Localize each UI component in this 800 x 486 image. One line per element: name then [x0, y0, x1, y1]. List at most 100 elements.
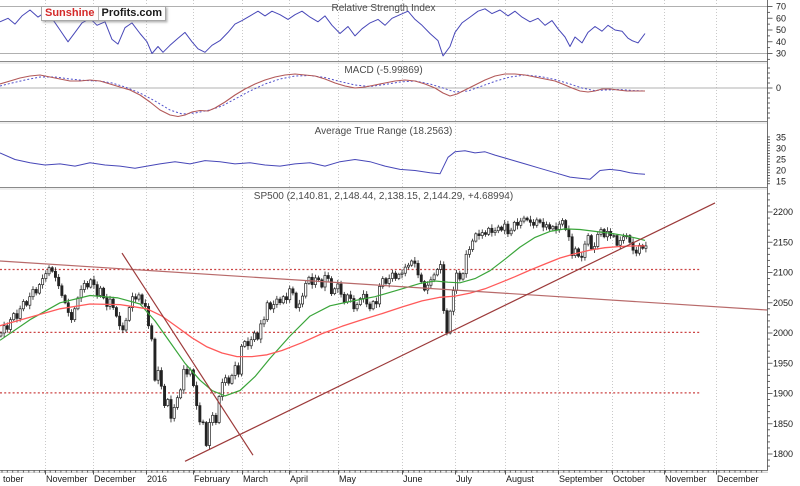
candle-body — [92, 279, 96, 285]
candle-body — [297, 303, 301, 308]
candle-body — [390, 272, 394, 279]
rsi-axis-label: 40 — [776, 37, 786, 47]
candle-body — [79, 289, 83, 299]
candle-body — [384, 278, 388, 284]
candle-body — [490, 227, 494, 233]
candle-body — [605, 231, 609, 238]
candle-body — [44, 273, 48, 279]
trendline — [121, 252, 254, 456]
rsi-axis-label: 70 — [776, 2, 786, 12]
candle-body — [317, 277, 321, 281]
candle-body — [272, 304, 276, 310]
candle-body — [159, 370, 163, 387]
candle-body — [416, 263, 420, 276]
candle-body — [220, 382, 224, 397]
candle-body — [208, 422, 211, 446]
candle-body — [37, 284, 41, 294]
candle-body — [12, 313, 16, 321]
candle-body — [593, 246, 597, 250]
candle-body — [525, 217, 529, 221]
candle-body — [644, 245, 648, 249]
candle-body — [474, 233, 478, 242]
candle-body — [551, 226, 555, 230]
candle-body — [281, 296, 285, 304]
candle-body — [195, 385, 199, 406]
candle-body — [147, 306, 150, 327]
candle-body — [114, 307, 118, 317]
candle-body — [528, 219, 532, 223]
candle-body — [118, 315, 122, 327]
brand-logo[interactable]: Sunshine Profits.com — [41, 6, 167, 21]
candle-body — [493, 230, 497, 233]
candle-body — [191, 369, 195, 386]
candle-body — [156, 370, 160, 381]
candle-body — [426, 284, 430, 291]
price-axis-label: 2200 — [773, 207, 793, 217]
candle-body — [368, 303, 372, 310]
macd-axis-label: 0 — [776, 83, 781, 93]
candle-body — [204, 422, 208, 446]
candle-body — [506, 223, 510, 235]
month-label: October — [613, 474, 645, 484]
trendline — [0, 260, 768, 311]
candle-body — [233, 365, 237, 376]
candle-body — [413, 260, 417, 264]
candle-body — [554, 226, 558, 230]
candle-body — [34, 289, 38, 294]
atr-axis-label: 20 — [776, 166, 786, 176]
candle-body — [596, 234, 600, 247]
candle-body — [214, 414, 218, 423]
candle-body — [47, 267, 51, 275]
candle-body — [329, 278, 333, 295]
candle-body — [265, 302, 269, 321]
month-label: September — [559, 474, 603, 484]
candle-body — [548, 224, 552, 230]
candle-body — [522, 217, 526, 222]
candle-body — [18, 308, 22, 319]
candle-body — [621, 236, 625, 241]
candle-body — [410, 260, 414, 266]
candle-body — [561, 220, 564, 225]
month-label: June — [403, 474, 423, 484]
candle-body — [150, 325, 154, 340]
candle-body — [419, 274, 423, 282]
ma-slow-line — [0, 245, 645, 358]
candle-body — [439, 264, 442, 270]
candle-body — [423, 281, 426, 291]
candle-body — [301, 295, 305, 305]
candle-body — [28, 296, 32, 306]
candle-body — [89, 279, 93, 288]
candle-body — [432, 274, 436, 281]
candle-body — [256, 332, 260, 340]
atr-axis-label: 35 — [776, 133, 786, 143]
candle-body — [448, 310, 452, 334]
price-axis-label: 1850 — [773, 419, 793, 429]
candle-body — [127, 307, 131, 321]
month-label: August — [506, 474, 535, 484]
rsi-axis-label: 30 — [776, 49, 786, 59]
candle-body — [634, 249, 638, 254]
candle-body — [532, 221, 536, 226]
candle-body — [538, 219, 542, 223]
candle-body — [278, 298, 282, 304]
candle-body — [137, 294, 141, 300]
candle-body — [41, 278, 45, 286]
candle-body — [163, 385, 167, 406]
ma-fast-line — [0, 228, 646, 397]
candle-body — [230, 375, 234, 384]
price-axis-label: 2050 — [773, 298, 793, 308]
candle-body — [570, 236, 574, 256]
candle-body — [355, 304, 359, 310]
candle-body — [185, 368, 189, 375]
candle-body — [503, 223, 507, 231]
candle-body — [63, 295, 67, 304]
candle-body — [198, 405, 202, 423]
candle-body — [86, 283, 89, 288]
candle-body — [153, 338, 157, 381]
candle-body — [387, 278, 391, 284]
candle-body — [394, 272, 398, 279]
brand-logo-sunshine: Sunshine — [42, 7, 99, 20]
candle-body — [442, 264, 446, 311]
atr-axis-label: 25 — [776, 155, 786, 165]
candle-body — [509, 229, 513, 235]
